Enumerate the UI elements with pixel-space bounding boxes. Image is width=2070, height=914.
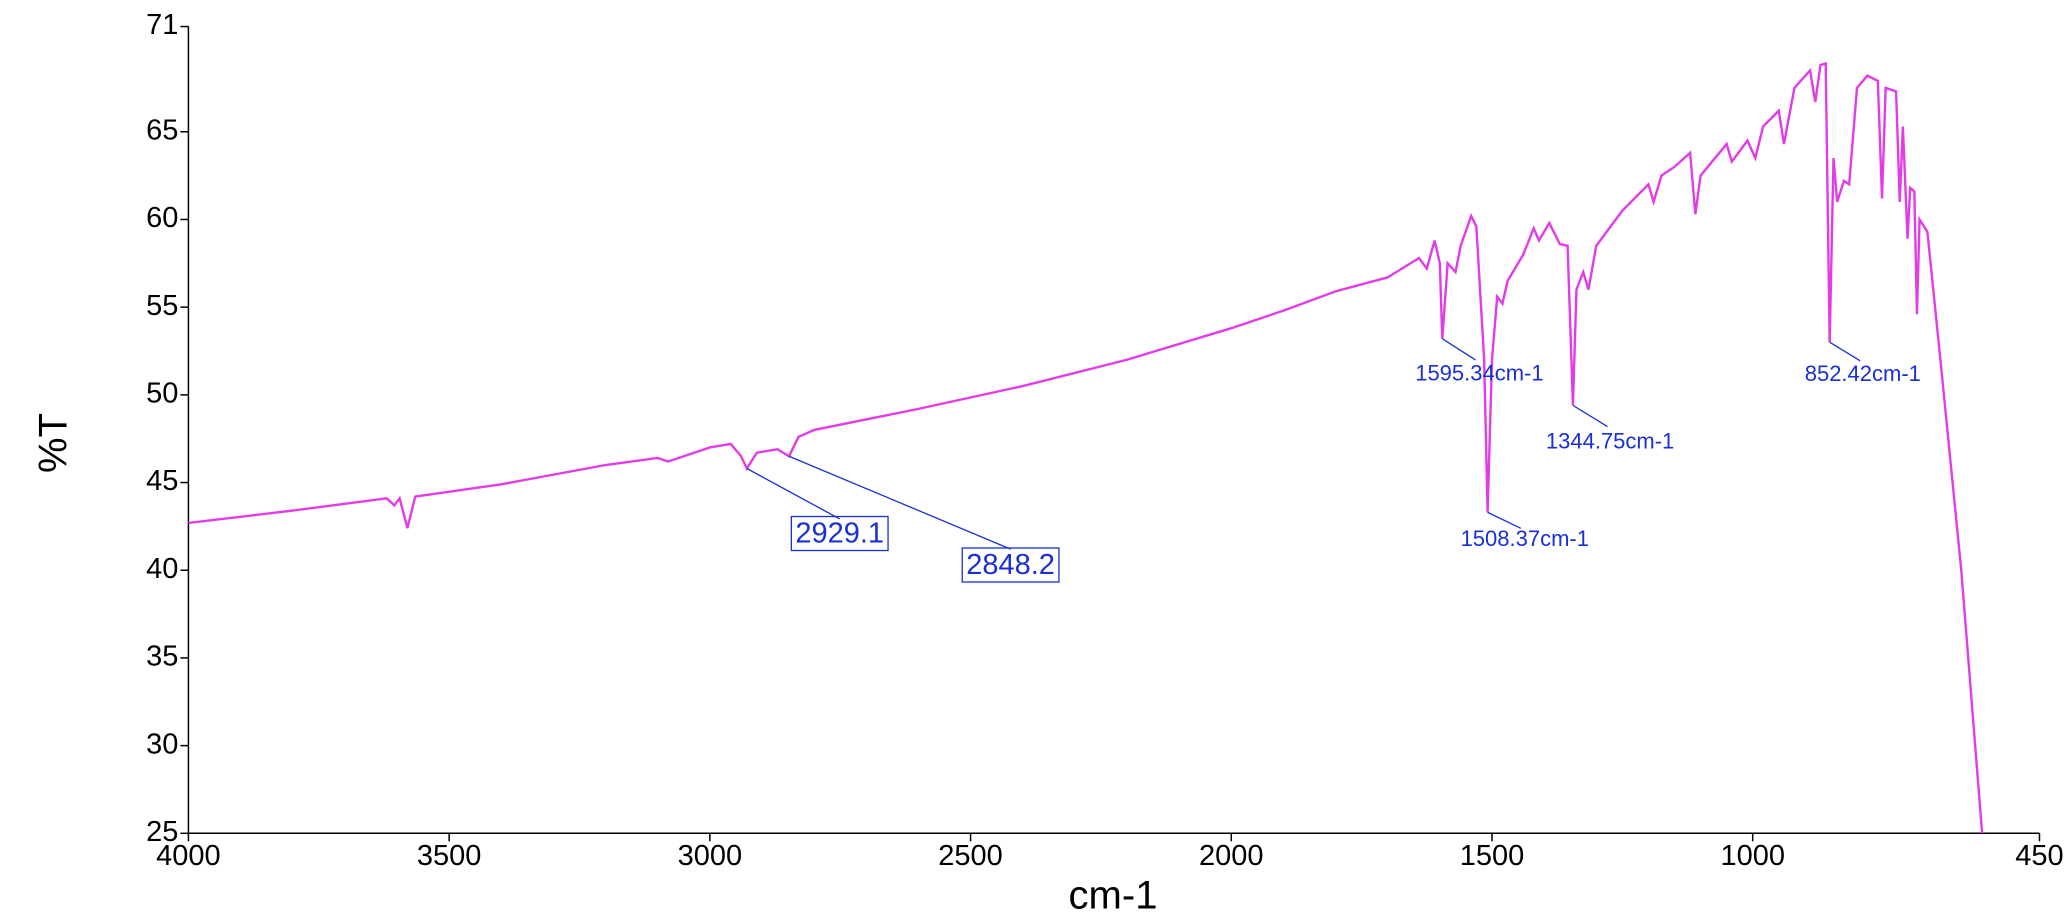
- y-tick-label: 25: [146, 816, 178, 848]
- peak-label: 852.42cm-1: [1805, 361, 1921, 386]
- peak-label-box: [790, 515, 889, 552]
- y-tick-label: 30: [146, 728, 178, 760]
- peak-label: 1508.37cm-1: [1461, 526, 1589, 551]
- y-tick-label: 71: [146, 9, 178, 41]
- y-tick-label: 40: [146, 553, 178, 585]
- x-tick-label: 3000: [678, 840, 743, 872]
- peak-leader: [1441, 338, 1476, 361]
- x-tick-label: 2500: [938, 840, 1003, 872]
- peak-leader: [1572, 404, 1608, 428]
- peak-label: 1595.34cm-1: [1415, 360, 1543, 385]
- peak-leader: [746, 467, 841, 520]
- y-tick-label: 50: [146, 378, 178, 410]
- peak-label: 2929.1: [795, 518, 884, 550]
- peak-leader: [1829, 341, 1861, 362]
- y-axis-label: %T: [32, 413, 76, 473]
- y-tick-label: 55: [146, 290, 178, 322]
- y-tick-label: 35: [146, 641, 178, 673]
- spectrum-line: [188, 61, 1984, 834]
- peak-label-box: [961, 547, 1060, 583]
- peak-leader: [1487, 511, 1522, 529]
- x-axis-label: cm-1: [1069, 874, 1158, 914]
- peak-leader: [788, 455, 1011, 550]
- y-tick-label: 45: [146, 465, 178, 497]
- peak-label: 1344.75cm-1: [1546, 428, 1674, 453]
- y-tick-label: 60: [146, 202, 178, 234]
- x-tick-label: 1000: [1720, 840, 1785, 872]
- peak-label: 2848.2: [966, 549, 1055, 581]
- x-tick-label: 3500: [417, 840, 482, 872]
- x-tick-label: 450: [2015, 840, 2063, 872]
- x-tick-label: 4000: [156, 840, 221, 872]
- x-tick-label: 2000: [1199, 840, 1264, 872]
- y-tick-label: 65: [146, 114, 178, 146]
- x-tick-label: 1500: [1460, 840, 1525, 872]
